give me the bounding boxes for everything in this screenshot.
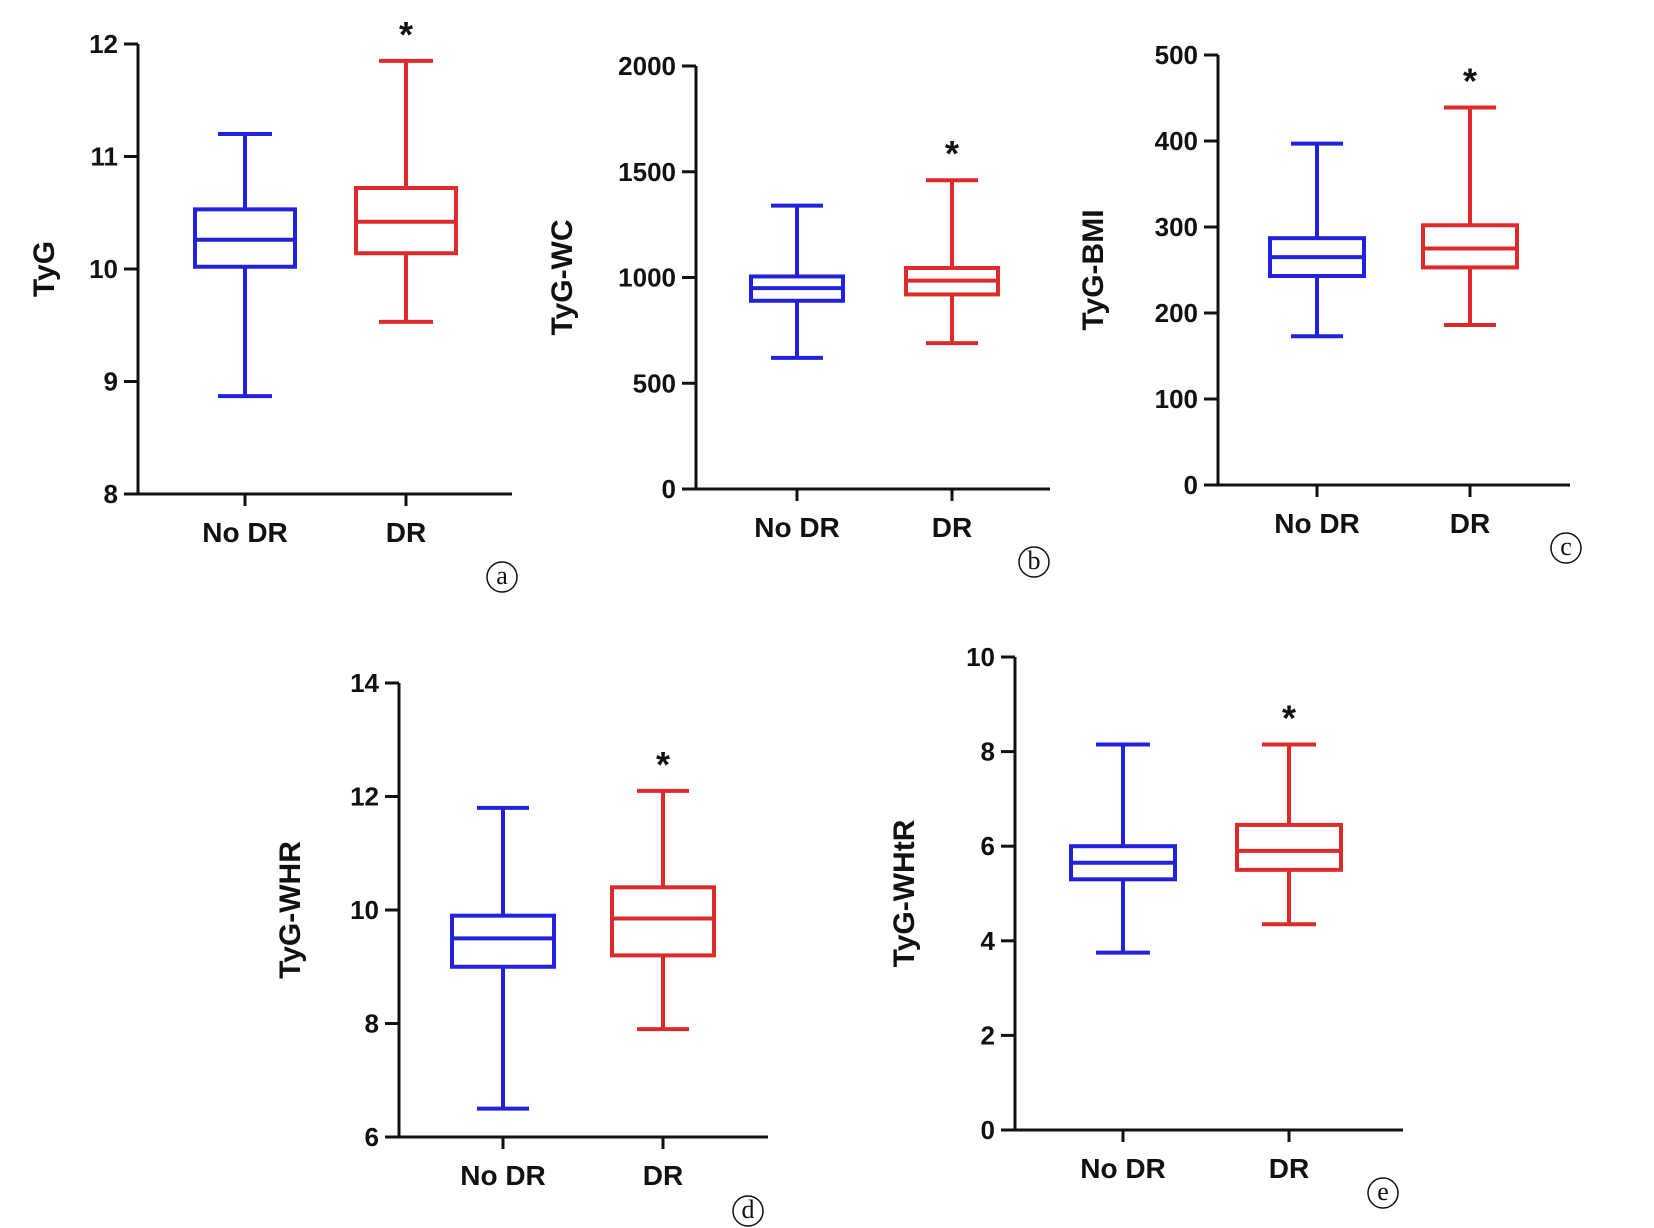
panel-d: 6 8 10 12 14 No DR DR TyG-WHR * d bbox=[274, 668, 768, 1227]
y-axis-label: TyG-WHtR bbox=[888, 819, 921, 967]
panel-label-circle bbox=[1367, 1177, 1399, 1209]
y-tick-label: 10 bbox=[350, 895, 379, 925]
box-dr: * bbox=[354, 14, 458, 324]
y-axis-label: TyG-BMI bbox=[1077, 209, 1110, 330]
significance-star-icon: * bbox=[1282, 698, 1296, 739]
x-tick-label: DR bbox=[643, 1160, 683, 1191]
x-tick-label: No DR bbox=[1274, 508, 1360, 539]
y-tick-label: 11 bbox=[91, 142, 119, 172]
y-tick-label: 6 bbox=[981, 831, 995, 861]
y-tick-label: 14 bbox=[350, 668, 379, 698]
panel-label: b bbox=[1028, 546, 1041, 575]
y-tick-label: 8 bbox=[104, 479, 118, 509]
x-tick-label: No DR bbox=[460, 1160, 546, 1191]
y-tick-label: 12 bbox=[89, 29, 118, 59]
y-tick-label: 4 bbox=[981, 926, 996, 956]
box-no-dr bbox=[450, 805, 556, 1111]
y-tick-label: 0 bbox=[981, 1115, 995, 1145]
box-no-dr bbox=[1069, 742, 1177, 955]
iqr-box bbox=[1421, 223, 1519, 270]
panel-label: c bbox=[1560, 532, 1572, 561]
significance-star-icon: * bbox=[945, 133, 959, 174]
y-tick-label: 0 bbox=[662, 474, 676, 504]
y-tick-label: 500 bbox=[633, 368, 676, 398]
box-dr: * bbox=[610, 744, 716, 1032]
y-tick-label: 0 bbox=[1184, 470, 1198, 500]
y-axis-label: TyG-WC bbox=[546, 219, 579, 335]
x-tick-label: DR bbox=[932, 512, 972, 543]
panel-label-circle bbox=[732, 1195, 764, 1227]
y-axis-label: TyG-WHR bbox=[274, 841, 307, 979]
y-tick-label: 1500 bbox=[618, 157, 676, 187]
iqr-box bbox=[610, 885, 716, 958]
significance-star-icon: * bbox=[656, 744, 670, 785]
y-tick-label: 10 bbox=[966, 642, 995, 672]
y-tick-label: 12 bbox=[350, 782, 379, 812]
box-dr: * bbox=[1235, 698, 1343, 927]
y-tick-label: 300 bbox=[1155, 212, 1198, 242]
y-tick-label: 8 bbox=[365, 1009, 379, 1039]
panel-label: a bbox=[496, 561, 508, 590]
x-tick-label: DR bbox=[1269, 1153, 1309, 1184]
iqr-box bbox=[450, 913, 556, 969]
y-tick-label: 8 bbox=[981, 737, 995, 767]
panel-c: 0 100 200 300 400 500 No DR DR TyG-BMI * c bbox=[1077, 40, 1582, 564]
panel-label-circle bbox=[1550, 532, 1582, 564]
significance-star-icon: * bbox=[399, 14, 413, 55]
x-tick-label: DR bbox=[1450, 508, 1490, 539]
box-dr: * bbox=[904, 133, 1000, 346]
panel-label: d bbox=[742, 1195, 755, 1224]
panel-e: 0 2 4 6 8 10 No DR DR TyG-WHtR * e bbox=[888, 642, 1403, 1209]
box-no-dr bbox=[193, 132, 297, 399]
y-tick-label: 400 bbox=[1155, 126, 1198, 156]
box-no-dr bbox=[749, 203, 845, 360]
x-tick-label: No DR bbox=[1080, 1153, 1166, 1184]
panel-label: e bbox=[1377, 1177, 1389, 1206]
y-tick-label: 2000 bbox=[618, 51, 676, 81]
y-tick-label: 6 bbox=[365, 1122, 379, 1152]
box-no-dr bbox=[1268, 141, 1366, 339]
y-tick-label: 2 bbox=[981, 1020, 995, 1050]
panel-b: 0 500 1000 1500 2000 No DR DR TyG-WC * b bbox=[546, 51, 1050, 578]
iqr-box bbox=[1235, 822, 1343, 872]
y-tick-label: 500 bbox=[1155, 40, 1198, 70]
panel-label-circle bbox=[486, 561, 518, 593]
y-tick-label: 9 bbox=[104, 367, 118, 397]
y-tick-label: 10 bbox=[89, 254, 118, 284]
x-tick-label: DR bbox=[386, 517, 426, 548]
y-tick-label: 1000 bbox=[618, 263, 676, 293]
significance-star-icon: * bbox=[1463, 60, 1477, 101]
y-tick-label: 200 bbox=[1155, 298, 1198, 328]
box-dr: * bbox=[1421, 60, 1519, 328]
x-tick-label: No DR bbox=[754, 512, 840, 543]
y-axis-label: TyG bbox=[28, 241, 61, 297]
panel-a: 8 9 10 11 12 No DR DR TyG * a bbox=[28, 14, 518, 593]
x-tick-label: No DR bbox=[202, 517, 288, 548]
panel-label-circle bbox=[1018, 546, 1050, 578]
y-tick-label: 100 bbox=[1155, 384, 1198, 414]
